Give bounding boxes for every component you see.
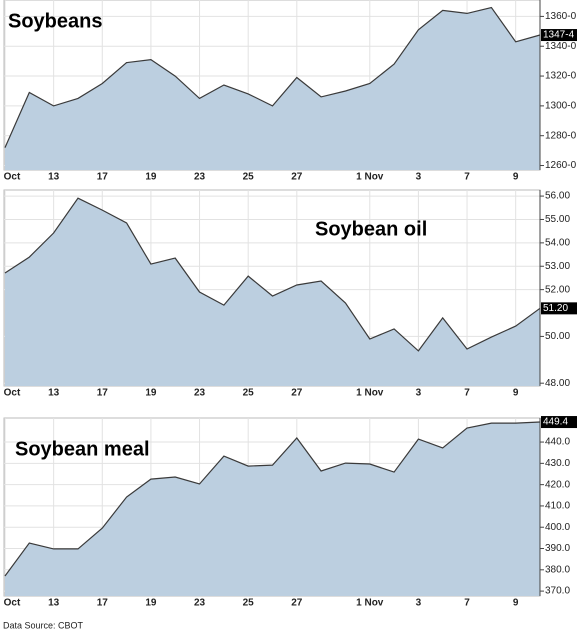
x-tick-label: 17 bbox=[97, 172, 109, 183]
y-tick-label: 52.00 bbox=[545, 284, 570, 295]
x-tick-label: 19 bbox=[145, 388, 157, 399]
y-tick-label: 420.0 bbox=[545, 479, 570, 490]
y-tick-label: 1280-0 bbox=[545, 130, 577, 141]
area bbox=[5, 7, 540, 170]
x-tick-label: 25 bbox=[243, 388, 255, 399]
x-tick-label: 7 bbox=[464, 388, 470, 399]
x-tick-label: 23 bbox=[194, 598, 206, 609]
y-tick-label: 390.0 bbox=[545, 543, 570, 554]
y-tick-label: 1300-0 bbox=[545, 101, 577, 112]
x-tick-label: Oct bbox=[4, 598, 21, 609]
x-tick-label: 23 bbox=[194, 172, 206, 183]
x-tick-label: 27 bbox=[291, 172, 303, 183]
value-label-box bbox=[541, 302, 577, 315]
x-tick-label: 9 bbox=[513, 172, 519, 183]
x-tick-label: 25 bbox=[243, 172, 255, 183]
panel: Oct 13 17 19 23 25 27 1 Nov 3 7 9 48.00 50.00 52.00 53… bbox=[3, 189, 577, 399]
y-tick-label: 1360-0 bbox=[545, 11, 577, 22]
x-tick-label: 19 bbox=[145, 598, 157, 609]
panel: Oct 13 17 19 23 25 27 1 Nov 3 7 9 1260-0 1280-0 1300-… bbox=[3, 0, 577, 183]
x-tick-label: 13 bbox=[48, 172, 60, 183]
x-tick-label: 7 bbox=[464, 172, 470, 183]
y-tick-label: 430.0 bbox=[545, 458, 570, 469]
value-label: 51.20 bbox=[543, 303, 568, 314]
x-tick-label: 13 bbox=[48, 388, 60, 399]
x-tick-label: 3 bbox=[416, 598, 422, 609]
x-tick-label: 27 bbox=[291, 388, 303, 399]
x-tick-label: 17 bbox=[97, 598, 109, 609]
line bbox=[4, 421, 541, 577]
chart-title: Soybeans bbox=[8, 10, 102, 32]
x-tick-label: Oct bbox=[4, 388, 21, 399]
x-tick-label: 23 bbox=[194, 388, 206, 399]
y-tick-label: 56.00 bbox=[545, 191, 570, 202]
y-tick-label: 410.0 bbox=[545, 501, 570, 512]
y-tick-label: 400.0 bbox=[545, 522, 570, 533]
y-tick-label: 380.0 bbox=[545, 564, 570, 575]
y-tick-label: 440.0 bbox=[545, 437, 570, 448]
y-tick-label: 1320-0 bbox=[545, 71, 577, 82]
chart-title: Soybean oil bbox=[315, 218, 427, 240]
y-tick-label: 48.00 bbox=[545, 378, 570, 389]
panel: Oct 13 17 19 23 25 27 1 Nov 3 7 9 370.0 380.0 390.0 40… bbox=[3, 416, 577, 609]
x-tick-label: 1 Nov bbox=[356, 598, 384, 609]
y-tick-label: 54.00 bbox=[545, 237, 570, 248]
y-tick-label: 55.00 bbox=[545, 214, 570, 225]
value-label: 449.4 bbox=[543, 417, 568, 428]
x-tick-label: 25 bbox=[243, 598, 255, 609]
x-tick-label: 13 bbox=[48, 598, 60, 609]
y-tick-label: 50.00 bbox=[545, 331, 570, 342]
value-label-box bbox=[541, 29, 577, 42]
x-tick-label: 27 bbox=[291, 598, 303, 609]
x-tick-label: 7 bbox=[464, 598, 470, 609]
y-tick-label: 1340-0 bbox=[545, 41, 577, 52]
source-note: Data Source: CBOT bbox=[3, 620, 84, 630]
x-tick-label: 1 Nov bbox=[356, 172, 384, 183]
x-tick-label: Oct bbox=[4, 172, 21, 183]
x-tick-label: 1 Nov bbox=[356, 388, 384, 399]
x-tick-label: 17 bbox=[97, 388, 109, 399]
area bbox=[5, 422, 540, 596]
x-tick-label: 3 bbox=[416, 172, 422, 183]
chart-title: Soybean meal bbox=[15, 438, 150, 460]
area bbox=[5, 198, 540, 386]
x-tick-label: 3 bbox=[416, 388, 422, 399]
x-tick-label: 9 bbox=[513, 388, 519, 399]
line bbox=[4, 6, 541, 148]
x-tick-label: 9 bbox=[513, 598, 519, 609]
y-tick-label: 370.0 bbox=[545, 586, 570, 597]
line bbox=[4, 197, 541, 352]
value-label: 1347-4 bbox=[543, 30, 575, 41]
value-label-box bbox=[541, 416, 577, 429]
x-tick-label: 19 bbox=[145, 172, 157, 183]
y-tick-label: 53.00 bbox=[545, 261, 570, 272]
y-tick-label: 1260-0 bbox=[545, 160, 577, 171]
